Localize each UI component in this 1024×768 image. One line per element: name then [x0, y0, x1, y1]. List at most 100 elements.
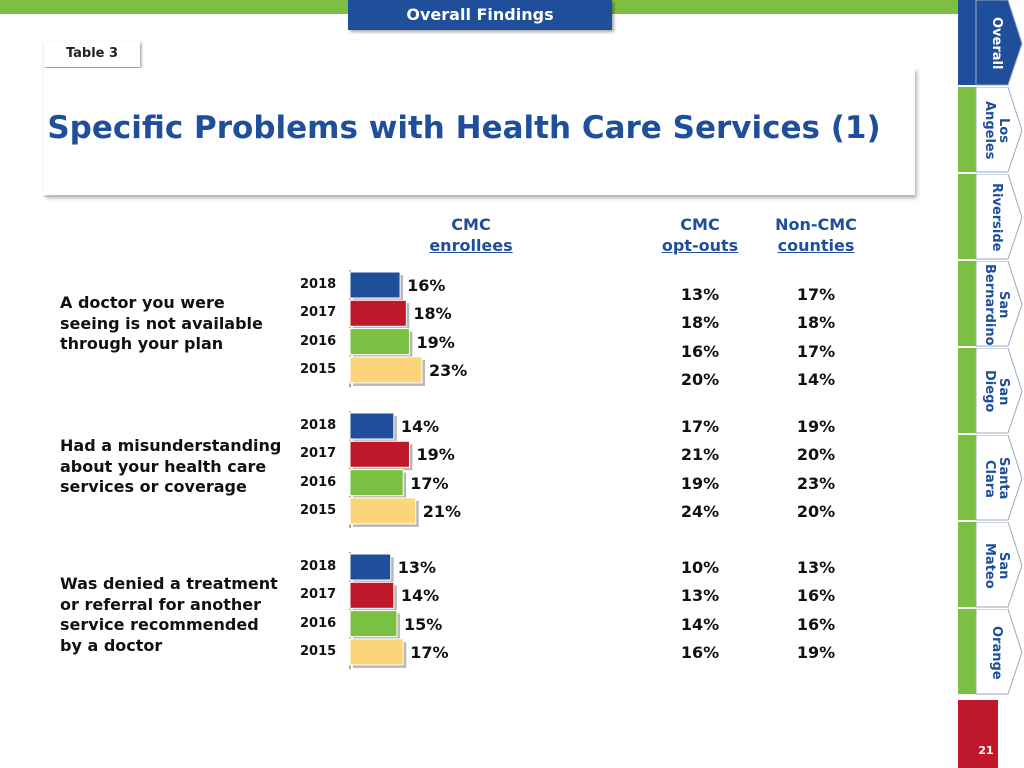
bar-value-label: 17% — [410, 642, 449, 662]
non-cmc-value: 17% — [796, 285, 836, 304]
non-cmc-value: 16% — [796, 586, 836, 606]
optout-value: 24% — [680, 501, 720, 521]
section-tab-overall-findings[interactable]: Overall Findings — [348, 0, 612, 30]
bar-value-label: 19% — [416, 445, 455, 465]
bar-2016 — [349, 610, 398, 638]
region-sidebar: Overall Los Angeles Riverside San Bernardino S… — [958, 0, 1024, 700]
region-tab-label: Clara — [982, 459, 997, 498]
bar-value-label: 17% — [410, 473, 449, 493]
bar-2017 — [349, 440, 410, 468]
region-tab-shape — [958, 348, 1023, 434]
year-label: 2016 — [300, 615, 337, 631]
page-number-bar — [958, 700, 998, 768]
bar-2015 — [349, 356, 423, 384]
non-cmc-value: 19% — [796, 642, 836, 662]
page-title: Specific Problems with Health Care Servi… — [47, 110, 881, 146]
group-label-line: seeing is not available — [60, 313, 263, 333]
bar-2017 — [349, 299, 407, 327]
bar-value-label: 14% — [400, 586, 440, 606]
group-label-line: by a doctor — [60, 635, 163, 655]
year-label: 2017 — [300, 305, 337, 321]
group-label-line: Had a misunderstanding — [60, 436, 282, 455]
region-tab-label: Los — [996, 118, 1011, 143]
region-tab-label: Riverside — [989, 183, 1004, 252]
region-tab-shape — [958, 609, 1023, 695]
region-tab-shape — [958, 0, 1023, 86]
optout-value: 20% — [680, 369, 720, 389]
year-label: 2015 — [300, 502, 337, 518]
table-label: Table 3 — [44, 41, 140, 67]
bar-2018 — [349, 553, 392, 581]
col-header-cmc-enrollees: CMC enrollees — [429, 215, 513, 255]
region-tab-shape — [958, 435, 1023, 521]
page-number: 21 — [978, 744, 994, 757]
bar-2015 — [349, 638, 404, 666]
year-label: 2016 — [300, 474, 337, 490]
year-label: 2018 — [300, 277, 337, 292]
year-label: 2016 — [300, 333, 337, 349]
non-cmc-value: 14% — [796, 369, 836, 389]
col-header-non-cmc: Non-CMC counties — [775, 215, 857, 255]
bar-2016 — [349, 328, 410, 356]
region-tab-label: Orange — [989, 625, 1004, 680]
bar-value-label: 19% — [416, 332, 455, 352]
optout-value: 16% — [680, 642, 720, 662]
group-label-line: or referral for another — [60, 594, 262, 614]
region-tab-label: Diego — [982, 370, 997, 413]
bar-2016 — [349, 469, 404, 497]
bar-value-label: 23% — [428, 360, 468, 380]
region-tab-shape — [958, 174, 1023, 260]
region-tab-label: Bernardino — [982, 263, 997, 346]
region-tab-label: Mateo — [982, 542, 997, 589]
divider-line — [44, 196, 915, 197]
region-tab-label: San — [996, 551, 1011, 580]
group-label-line: A doctor you were — [60, 293, 225, 312]
bar-2018 — [349, 271, 401, 299]
optout-value: 17% — [680, 417, 720, 436]
region-tab[interactable]: San Diego — [958, 348, 1024, 435]
non-cmc-value: 23% — [796, 473, 836, 493]
bar-value-label: 16% — [407, 276, 446, 295]
bar-value-label: 15% — [403, 614, 443, 634]
region-tab[interactable]: Riverside — [958, 174, 1024, 261]
non-cmc-value: 13% — [796, 558, 836, 577]
region-tab-label: San — [996, 290, 1011, 319]
bar-value-label: 14% — [400, 417, 440, 436]
non-cmc-value: 18% — [796, 313, 836, 333]
group-label-line: service recommended — [60, 615, 259, 634]
optout-value: 13% — [680, 285, 720, 304]
group-label-line: about your health care — [60, 456, 267, 476]
group-label-line: Was denied a treatment — [60, 574, 278, 593]
optout-value: 10% — [680, 558, 720, 577]
region-tab-label: Santa — [996, 457, 1011, 500]
region-tab[interactable]: San Bernardino — [958, 261, 1024, 348]
optout-value: 21% — [680, 445, 720, 465]
region-tab-label: San — [996, 377, 1011, 406]
year-label: 2018 — [300, 418, 337, 433]
bar-chart — [349, 270, 425, 670]
region-tab[interactable]: Overall — [958, 0, 1024, 87]
year-label: 2017 — [300, 587, 337, 603]
non-cmc-value: 19% — [796, 417, 836, 436]
non-cmc-value: 20% — [796, 445, 836, 465]
optout-value: 13% — [680, 586, 720, 606]
optout-value: 16% — [680, 341, 720, 361]
group-label-line: through your plan — [60, 334, 224, 353]
region-tab[interactable]: Los Angeles — [958, 87, 1024, 174]
region-tab[interactable]: San Mateo — [958, 522, 1024, 609]
bar-value-label: 21% — [422, 501, 462, 521]
region-tab[interactable]: Santa Clara — [958, 435, 1024, 522]
optout-value: 14% — [680, 614, 720, 634]
non-cmc-value: 17% — [796, 341, 836, 361]
bar-2017 — [349, 581, 395, 609]
group-label-line: services or coverage — [60, 477, 247, 496]
region-tab-label: Overall — [989, 17, 1004, 70]
non-cmc-value: 20% — [796, 501, 836, 521]
region-tab-shape — [958, 87, 1023, 173]
bar-value-label: 18% — [413, 304, 452, 324]
region-tab[interactable]: Orange — [958, 609, 1024, 696]
region-tab-label: Angeles — [982, 101, 997, 160]
optout-value: 18% — [680, 313, 720, 333]
bar-2018 — [349, 412, 395, 440]
region-tab-shape — [958, 522, 1023, 608]
